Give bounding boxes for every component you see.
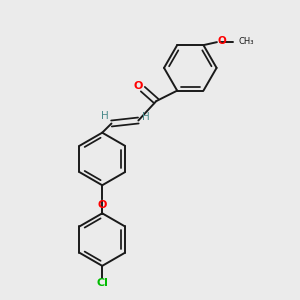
- Text: CH₃: CH₃: [239, 37, 254, 46]
- Text: Cl: Cl: [96, 278, 108, 288]
- Text: O: O: [218, 36, 226, 46]
- Text: H: H: [101, 111, 109, 121]
- Text: H: H: [142, 112, 149, 122]
- Text: O: O: [98, 200, 107, 210]
- Text: O: O: [134, 81, 143, 91]
